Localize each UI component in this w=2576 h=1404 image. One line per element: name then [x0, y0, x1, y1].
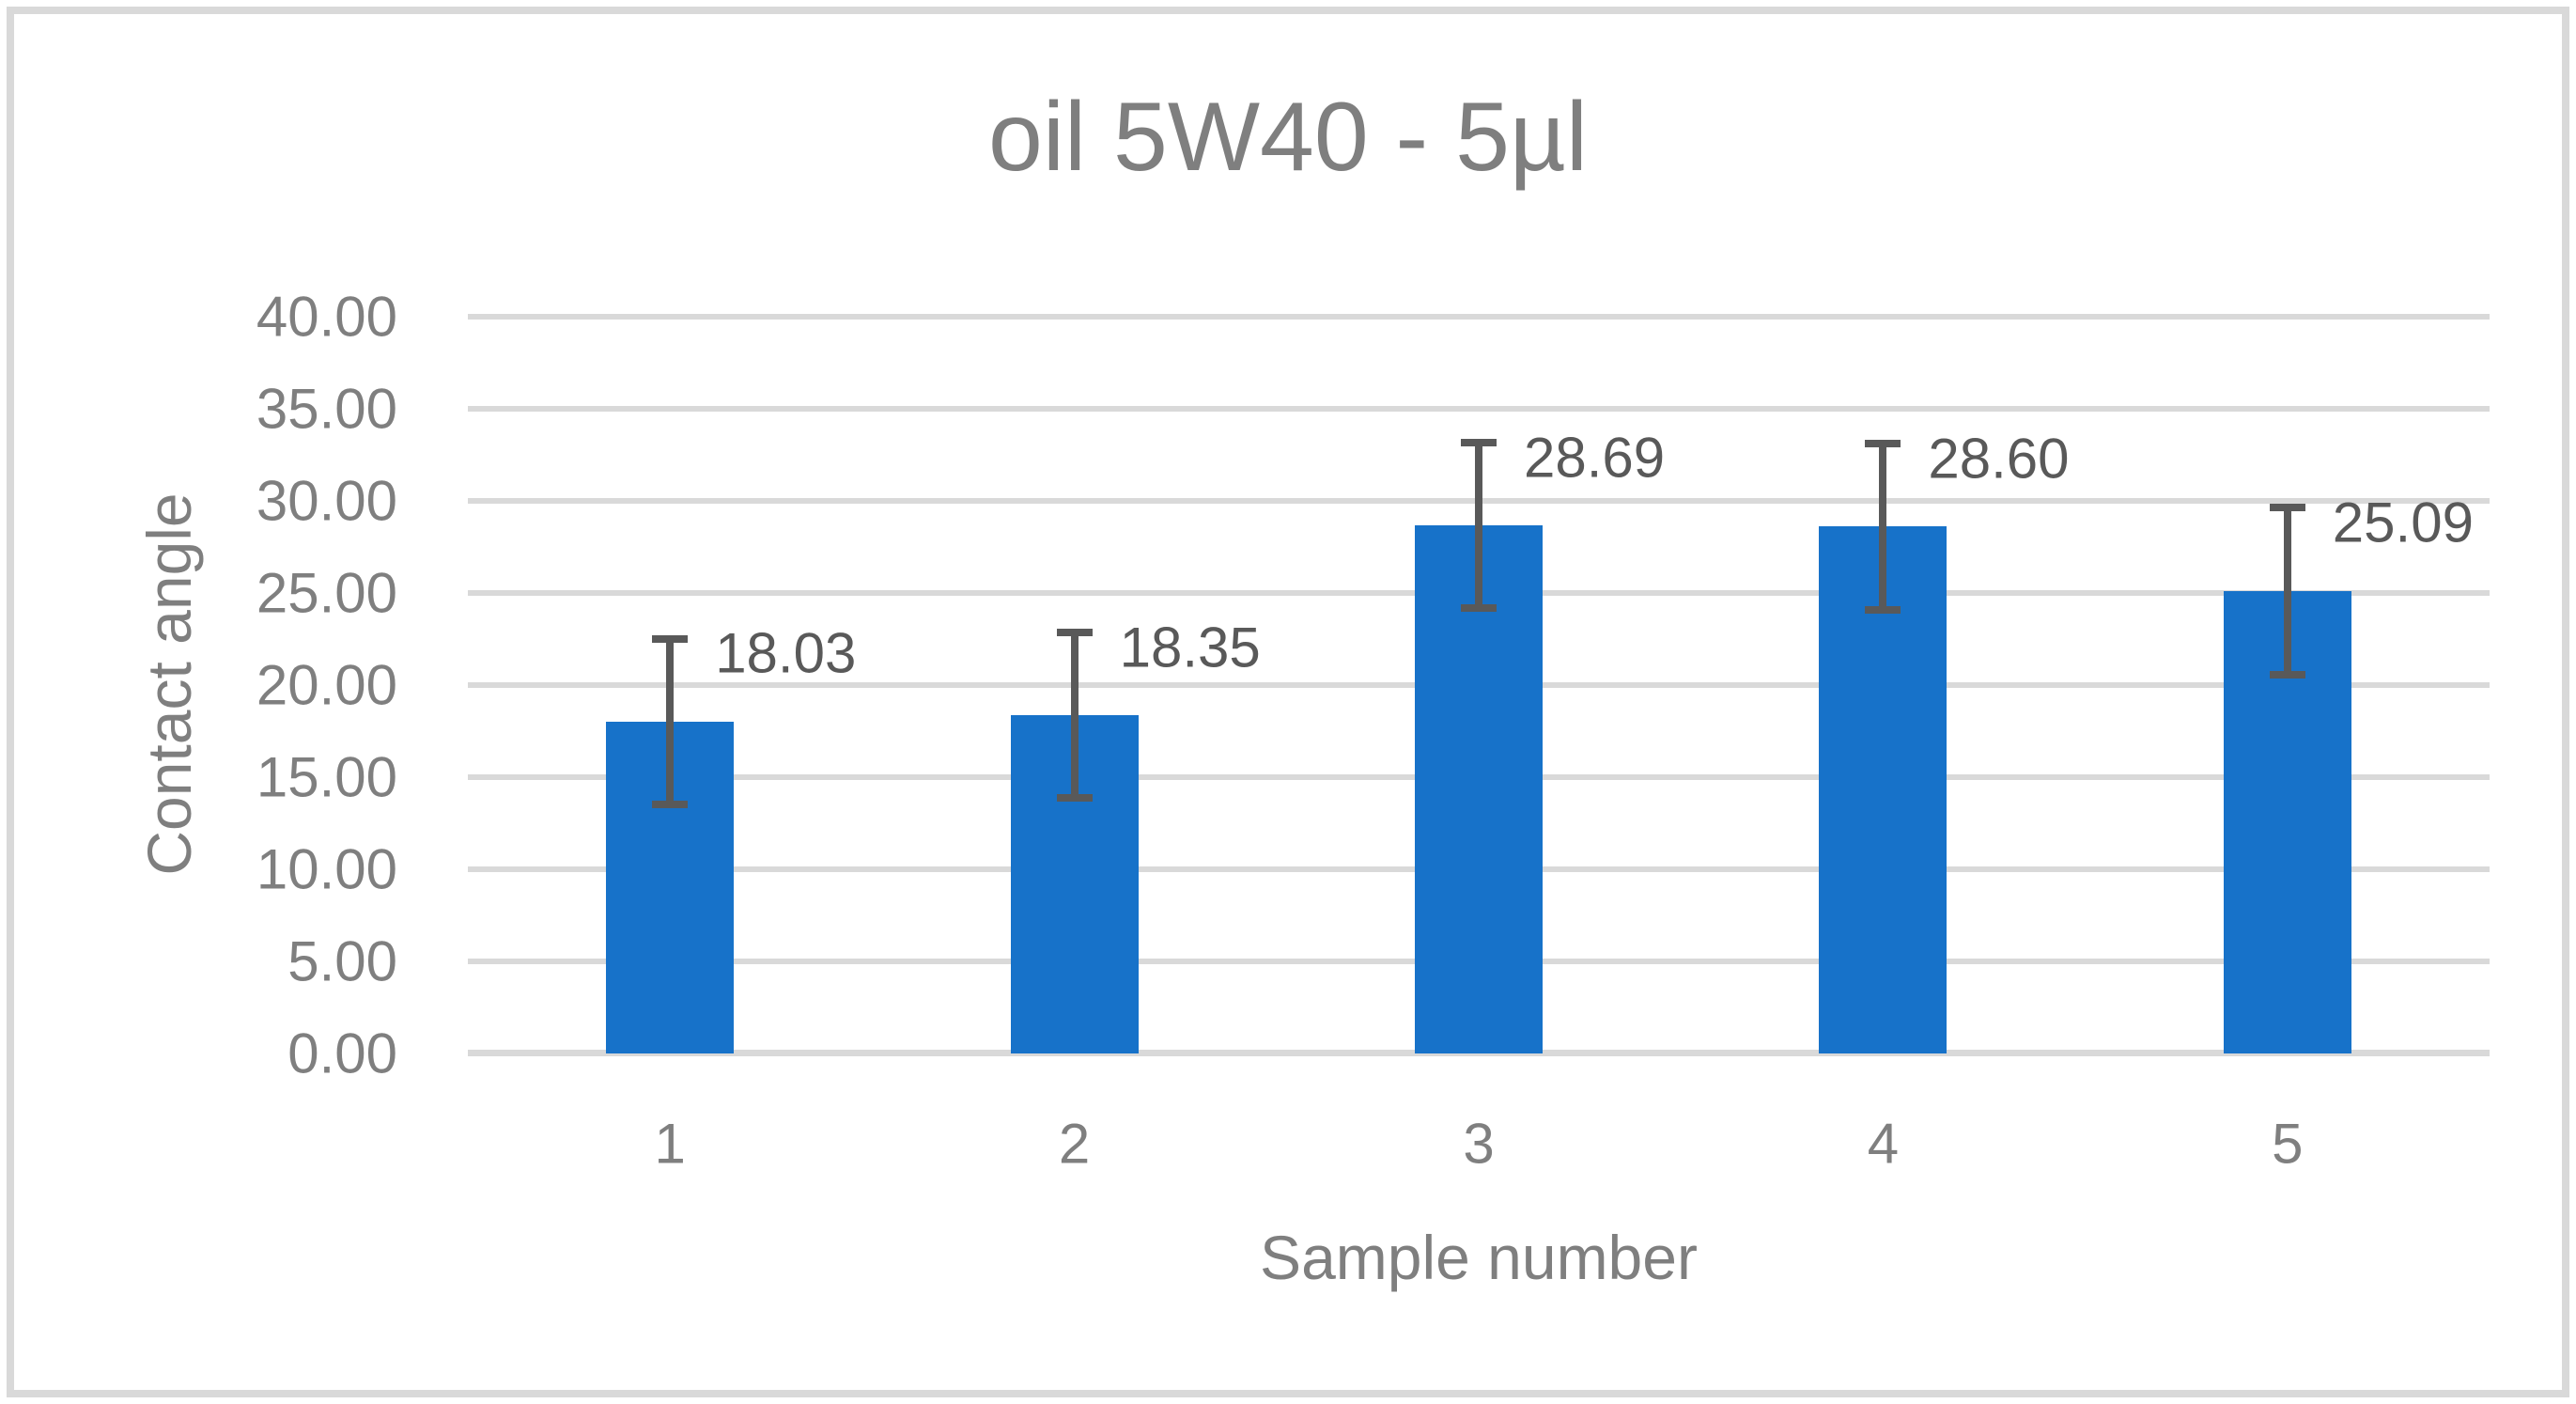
chart-frame: oil 5W40 - 5µl Contact angle 0.00 5.00 10.… [7, 7, 2569, 1397]
error-bar-stem [1475, 438, 1482, 612]
y-tick-label: 0.00 [287, 1022, 397, 1085]
gridline [468, 406, 2490, 412]
chart-title: oil 5W40 - 5µl [988, 83, 1588, 192]
y-tick-label: 20.00 [256, 653, 397, 717]
x-tick-label: 1 [654, 1112, 686, 1176]
y-axis-tick-labels: 0.00 5.00 10.00 15.00 20.00 25.00 30.00 35.00 40… [14, 286, 397, 1085]
error-bar-stem [1070, 629, 1079, 803]
error-bar-top-cap [652, 634, 689, 643]
y-tick-label: 25.00 [256, 561, 397, 625]
error-bar-stem [2283, 504, 2291, 679]
error-bar [652, 634, 689, 808]
x-axis-tick-labels: 1 2 3 4 5 [468, 1095, 2490, 1193]
error-bar-bottom-cap [1461, 603, 1497, 612]
error-bar-bottom-cap [1056, 794, 1093, 803]
error-bar-top-cap [1056, 629, 1093, 637]
error-bar-top-cap [1865, 440, 1901, 448]
x-tick-label: 2 [1058, 1112, 1091, 1176]
error-bar [2269, 504, 2305, 679]
error-bar-top-cap [1461, 438, 1497, 446]
error-bar [1056, 629, 1093, 803]
y-tick-label: 10.00 [256, 837, 397, 901]
bar [1819, 526, 1948, 1053]
y-tick-label: 5.00 [287, 929, 397, 993]
error-bar-stem [1879, 440, 1887, 614]
x-tick-label: 5 [2272, 1112, 2304, 1176]
error-bar-bottom-cap [2269, 671, 2305, 679]
plot-area: 18.03 18.35 28.69 28.60 25.09 [468, 314, 2490, 1056]
y-tick-label: 30.00 [256, 469, 397, 533]
data-label: 28.69 [1524, 426, 1666, 490]
gridline [468, 314, 2490, 320]
error-bar-stem [666, 634, 675, 808]
error-bar [1865, 440, 1901, 614]
error-bar-top-cap [2269, 504, 2305, 512]
y-tick-label: 15.00 [256, 745, 397, 809]
data-label: 18.03 [715, 621, 857, 685]
data-label: 25.09 [2332, 491, 2474, 554]
data-label: 28.60 [1928, 427, 2070, 491]
x-axis-title: Sample number [1260, 1223, 1698, 1292]
error-bar-bottom-cap [1865, 605, 1901, 614]
error-bar-bottom-cap [652, 800, 689, 808]
y-tick-label: 35.00 [256, 377, 397, 441]
error-bar [1461, 438, 1497, 612]
x-tick-label: 3 [1463, 1112, 1495, 1176]
y-tick-label: 40.00 [256, 285, 397, 349]
data-label: 18.35 [1119, 616, 1261, 679]
bar [1415, 524, 1543, 1053]
x-tick-label: 4 [1867, 1112, 1900, 1176]
